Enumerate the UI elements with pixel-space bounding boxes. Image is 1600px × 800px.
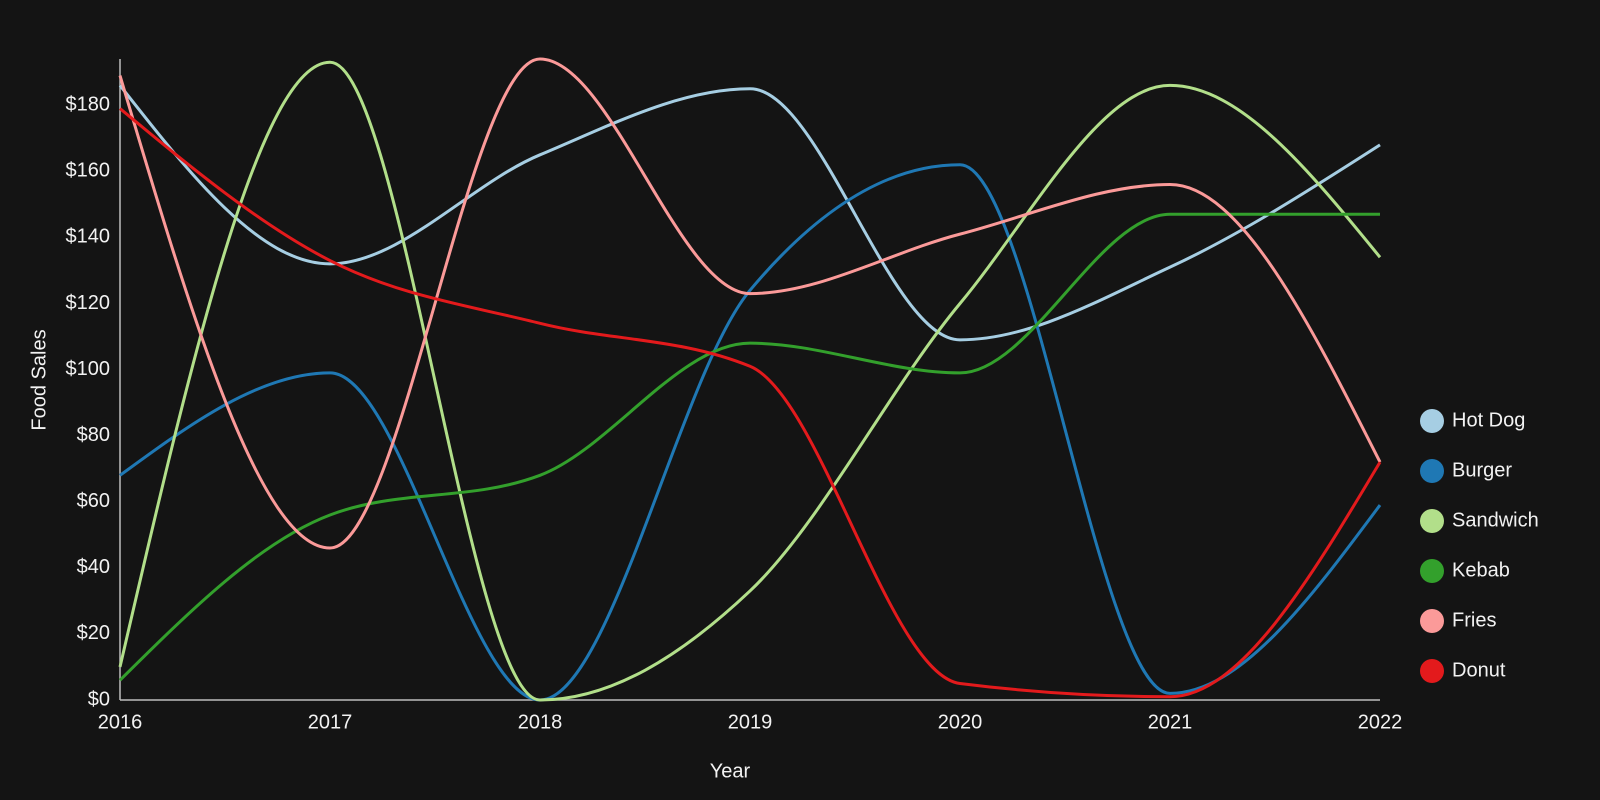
- x-tick-label: 2017: [308, 711, 353, 733]
- legend-swatch: [1420, 659, 1444, 683]
- legend-label: Sandwich: [1452, 509, 1539, 531]
- legend-swatch: [1420, 609, 1444, 633]
- y-tick-label: $20: [77, 622, 110, 644]
- y-tick-label: $0: [88, 688, 110, 710]
- legend-label: Donut: [1452, 659, 1506, 681]
- line: [118, 57, 1382, 550]
- y-tick-label: $40: [77, 556, 110, 578]
- x-tick-label: 2018: [518, 711, 563, 733]
- y-tick-label: $100: [66, 358, 111, 380]
- x-tick-label: 2019: [728, 711, 773, 733]
- legend-label: Kebab: [1452, 559, 1510, 581]
- line: [119, 107, 1382, 699]
- legend-swatch: [1420, 409, 1444, 433]
- legend-swatch: [1420, 509, 1444, 533]
- x-tick-label: 2022: [1358, 711, 1403, 733]
- legend-label: Hot Dog: [1452, 409, 1525, 431]
- x-axis-label: Year: [710, 760, 751, 782]
- legend-swatch: [1420, 459, 1444, 483]
- y-tick-label: $160: [66, 160, 111, 182]
- legend-label: Fries: [1452, 609, 1496, 631]
- line: [118, 212, 1380, 682]
- y-tick-label: $120: [66, 292, 111, 314]
- line: [118, 84, 1381, 342]
- x-tick-label: 2016: [98, 711, 143, 733]
- line: [118, 60, 1382, 702]
- legend-swatch: [1420, 559, 1444, 583]
- y-tick-label: $180: [66, 94, 111, 116]
- line: [119, 163, 1382, 702]
- y-tick-label: $60: [77, 490, 110, 512]
- x-tick-label: 2020: [938, 711, 983, 733]
- y-tick-label: $140: [66, 226, 111, 248]
- legend-label: Burger: [1452, 459, 1512, 481]
- x-tick-label: 2021: [1148, 711, 1193, 733]
- y-axis-label: Food Sales: [28, 329, 50, 430]
- y-tick-label: $80: [77, 424, 110, 446]
